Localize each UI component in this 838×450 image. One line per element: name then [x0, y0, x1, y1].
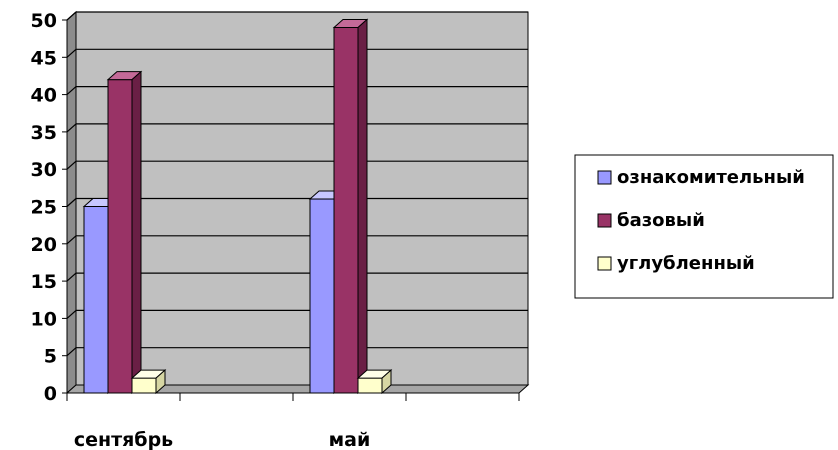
bar-front: [107, 79, 133, 394]
bar: [106, 70, 143, 395]
legend-swatch: [597, 213, 612, 228]
legend: ознакомительный базовый углубленный: [574, 154, 834, 299]
y-tick-label: 30: [31, 159, 57, 181]
bar-front: [131, 377, 157, 394]
bar-side: [381, 368, 392, 395]
gridline-side: [66, 198, 77, 207]
y-tick-label: 10: [31, 308, 57, 330]
y-tick-label: 40: [31, 85, 57, 107]
gridline-side: [66, 11, 77, 21]
legend-swatch: [597, 170, 612, 185]
bar: [356, 368, 393, 395]
gridline-side: [66, 123, 77, 133]
y-tick-label: 5: [44, 346, 57, 368]
gridlines: [66, 11, 528, 357]
bar-front: [83, 206, 109, 394]
bar-front: [357, 377, 383, 394]
category-labels: сентябрь май: [74, 429, 371, 450]
y-tick-label: 35: [31, 122, 57, 144]
legend-label: ознакомительный: [617, 167, 805, 188]
gridline-side: [66, 272, 77, 282]
gridline-side: [66, 86, 77, 96]
legend-box: [574, 154, 834, 299]
y-tick-label: 45: [31, 47, 57, 69]
bar: [130, 368, 167, 395]
y-tick-label: 50: [31, 10, 57, 32]
bar: [332, 18, 369, 395]
bar-side: [357, 18, 368, 395]
x-axis: [66, 392, 520, 401]
y-axis-ticks: 0 5 10 15 20 25 30 35 40 45 50: [31, 10, 68, 405]
gridline-side: [66, 235, 77, 245]
legend-label: углубленный: [617, 253, 755, 274]
bars: [82, 18, 393, 395]
x-category-label: сентябрь: [74, 429, 173, 450]
y-tick-label: 0: [44, 383, 57, 405]
legend-swatch: [597, 256, 612, 271]
legend-label: базовый: [617, 210, 705, 231]
gridline-side: [66, 309, 77, 319]
x-category-label: май: [329, 429, 371, 450]
y-tick-label: 20: [31, 234, 57, 256]
bar-front: [309, 198, 335, 394]
y-tick-label: 15: [31, 271, 57, 293]
gridline-side: [66, 347, 77, 357]
bar-side: [131, 70, 142, 395]
bar-side: [155, 368, 166, 395]
y-tick-label: 25: [31, 197, 57, 219]
bar-front: [333, 26, 359, 394]
gridline-side: [66, 160, 77, 170]
gridline-side: [66, 48, 77, 58]
